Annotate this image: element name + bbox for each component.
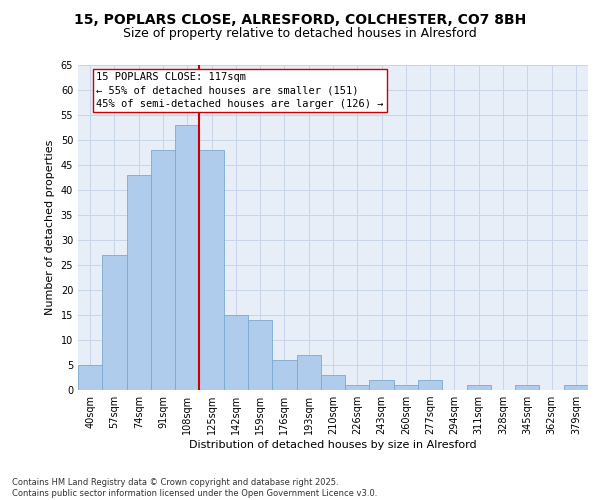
Bar — [394, 385, 418, 390]
Bar — [199, 150, 224, 390]
Text: Size of property relative to detached houses in Alresford: Size of property relative to detached ho… — [123, 28, 477, 40]
Bar — [321, 375, 345, 390]
Bar — [175, 125, 199, 390]
Bar — [272, 360, 296, 390]
Bar — [467, 385, 491, 390]
X-axis label: Distribution of detached houses by size in Alresford: Distribution of detached houses by size … — [189, 440, 477, 450]
Bar — [296, 355, 321, 390]
Bar — [515, 385, 539, 390]
Bar — [345, 385, 370, 390]
Bar — [224, 315, 248, 390]
Y-axis label: Number of detached properties: Number of detached properties — [45, 140, 55, 315]
Bar — [78, 365, 102, 390]
Text: 15 POPLARS CLOSE: 117sqm
← 55% of detached houses are smaller (151)
45% of semi-: 15 POPLARS CLOSE: 117sqm ← 55% of detach… — [96, 72, 384, 109]
Bar — [370, 380, 394, 390]
Bar — [248, 320, 272, 390]
Bar — [564, 385, 588, 390]
Bar — [102, 255, 127, 390]
Bar — [127, 175, 151, 390]
Text: 15, POPLARS CLOSE, ALRESFORD, COLCHESTER, CO7 8BH: 15, POPLARS CLOSE, ALRESFORD, COLCHESTER… — [74, 12, 526, 26]
Text: Contains HM Land Registry data © Crown copyright and database right 2025.
Contai: Contains HM Land Registry data © Crown c… — [12, 478, 377, 498]
Bar — [418, 380, 442, 390]
Bar — [151, 150, 175, 390]
